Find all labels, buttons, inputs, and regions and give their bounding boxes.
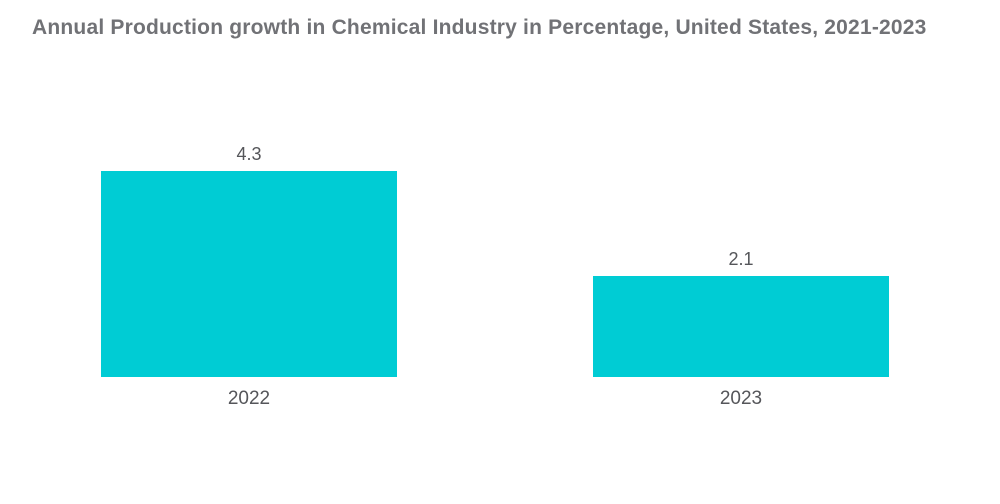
bar-group-2022: 4.3 2022 <box>101 140 397 412</box>
bar-group-2023: 2.1 2023 <box>593 140 889 412</box>
chart-title: Annual Production growth in Chemical Ind… <box>32 16 927 39</box>
bar-2022 <box>101 171 397 377</box>
bar-2023 <box>593 276 889 377</box>
plot-area: 4.3 2022 2.1 2023 <box>0 140 1000 412</box>
value-label-2023: 2.1 <box>728 249 754 269</box>
category-label-2022: 2022 <box>227 388 271 409</box>
value-label-2022: 4.3 <box>236 144 262 164</box>
category-label-2023: 2023 <box>719 388 763 409</box>
